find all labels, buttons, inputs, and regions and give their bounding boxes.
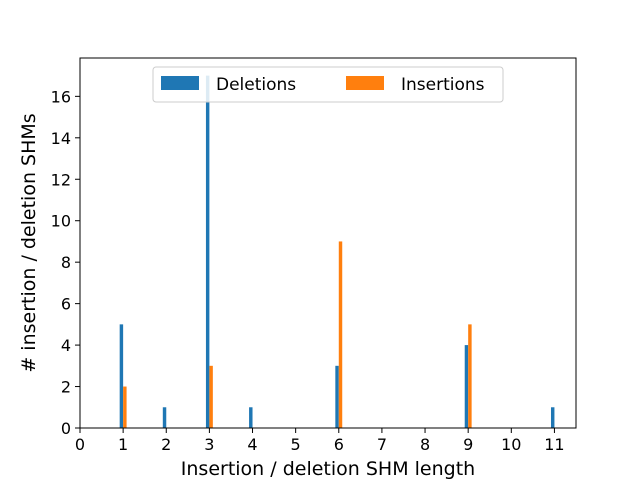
y-axis-label: # insertion / deletion SHMs xyxy=(18,113,40,372)
x-tick-label: 3 xyxy=(204,435,214,454)
bar-deletions-2 xyxy=(162,407,167,428)
x-tick-label: 8 xyxy=(420,435,430,454)
bar-deletions-4 xyxy=(249,407,253,428)
y-tick-label: 14 xyxy=(51,129,71,148)
x-axis-label: Insertion / deletion SHM length xyxy=(181,458,475,480)
legend-label-deletions: Deletions xyxy=(216,75,296,95)
x-tick-label: 11 xyxy=(544,435,564,454)
bar-insertions-1 xyxy=(123,386,127,428)
x-tick-label: 2 xyxy=(161,435,171,454)
legend-swatch-deletions xyxy=(161,76,199,90)
y-axis: 0 2 4 6 8 10 12 14 16 xyxy=(51,87,80,438)
bar-deletions-6 xyxy=(335,365,339,428)
bars-layer xyxy=(119,75,555,428)
x-tick-label: 9 xyxy=(463,435,473,454)
bar-insertions-9 xyxy=(468,324,472,428)
bar-insertions-3 xyxy=(209,365,213,428)
x-axis: 0 1 2 3 4 5 6 7 8 9 10 11 xyxy=(75,428,565,454)
x-tick-label: 1 xyxy=(118,435,128,454)
plot-frame xyxy=(79,57,577,429)
legend-swatch-insertions xyxy=(346,76,384,90)
y-tick-label: 12 xyxy=(51,170,71,189)
bar-insertions-6 xyxy=(338,241,343,428)
y-tick-label: 0 xyxy=(61,419,71,438)
legend: Deletions Insertions xyxy=(152,66,504,103)
x-tick-label: 7 xyxy=(377,435,387,454)
legend-box xyxy=(152,66,504,103)
y-tick-label: 4 xyxy=(61,336,71,355)
y-tick-label: 6 xyxy=(61,295,71,314)
bar-deletions-1 xyxy=(119,324,124,428)
y-tick-label: 8 xyxy=(61,253,71,272)
x-tick-label: 0 xyxy=(75,435,85,454)
bar-deletions-9 xyxy=(464,345,469,428)
x-tick-label: 6 xyxy=(334,435,344,454)
x-tick-label: 4 xyxy=(247,435,257,454)
y-tick-label: 2 xyxy=(61,378,71,397)
y-tick-label: 16 xyxy=(51,87,71,106)
x-tick-label: 10 xyxy=(501,435,521,454)
legend-label-insertions: Insertions xyxy=(401,75,485,95)
y-tick-label: 10 xyxy=(51,212,71,231)
x-tick-label: 5 xyxy=(291,435,301,454)
bar-deletions-3 xyxy=(205,75,210,428)
bar-deletions-11 xyxy=(550,407,555,428)
